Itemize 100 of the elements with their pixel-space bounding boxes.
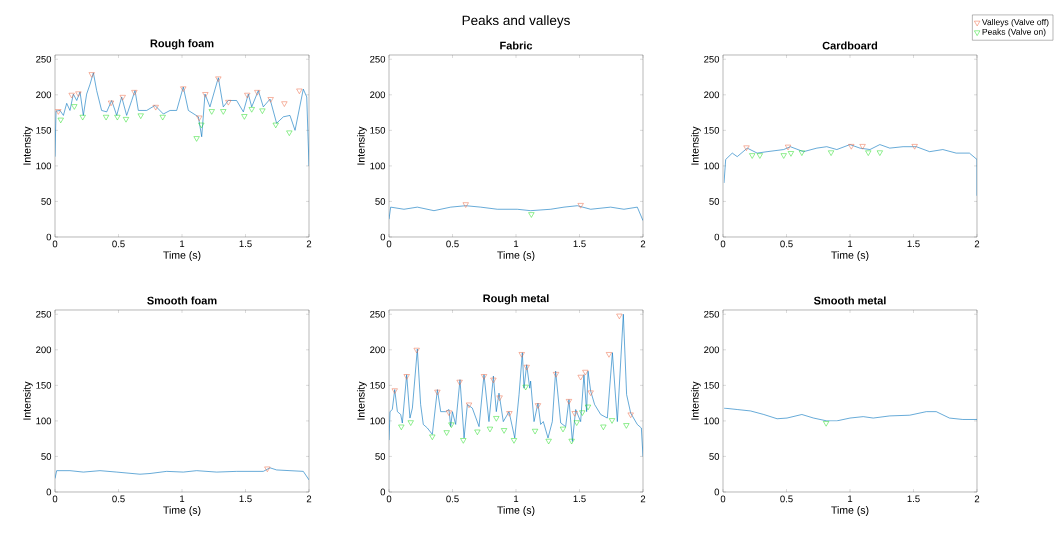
x-axis-title: Time (s) (497, 506, 535, 516)
point (465, 402, 473, 408)
point (577, 203, 584, 209)
point (259, 108, 266, 114)
point (522, 384, 529, 391)
point (296, 88, 303, 94)
point (587, 390, 594, 396)
point (456, 379, 463, 386)
x-tick-label: 0.5 (446, 240, 459, 248)
point (68, 92, 75, 99)
x-axis-title: Time (s) (163, 506, 201, 516)
y-tick-label: 150 (36, 126, 52, 134)
x-tick-label: 1 (514, 495, 519, 503)
chart-title: Smooth foam (147, 296, 217, 305)
point (780, 153, 787, 159)
y-axis-title: Intensity (22, 381, 33, 420)
point (787, 151, 794, 157)
point (225, 100, 232, 106)
x-tick-label: 0 (720, 495, 726, 503)
point (248, 107, 255, 113)
point (448, 422, 455, 428)
point (577, 374, 584, 381)
point (743, 145, 750, 151)
x-tick-label: 1.5 (573, 240, 586, 248)
text: Peaks and valleys (462, 15, 570, 28)
line-series (55, 72, 310, 167)
y-tick-label: 250 (704, 310, 720, 318)
point (103, 114, 110, 121)
point (413, 347, 420, 354)
x-tick-label: 1 (848, 240, 853, 248)
y-tick-label: 150 (370, 126, 386, 134)
point (616, 313, 623, 320)
x-tick-label: 0 (386, 240, 392, 248)
y-tick-label: 0 (714, 488, 720, 496)
point (460, 438, 467, 444)
point (749, 153, 756, 159)
point (193, 136, 200, 142)
point (55, 109, 62, 115)
x-tick-label: 0 (386, 495, 392, 503)
point (180, 86, 187, 92)
point (429, 434, 436, 440)
point (403, 374, 410, 380)
point (398, 424, 405, 431)
y-tick-label: 250 (36, 55, 52, 63)
y-tick-label: 100 (370, 417, 386, 425)
x-tick-label: 2 (306, 495, 312, 503)
x-tick-label: 2 (974, 240, 980, 248)
point (244, 92, 251, 99)
x-tick-label: 2 (306, 240, 312, 248)
point (88, 72, 95, 78)
point (532, 428, 539, 435)
point (241, 114, 248, 120)
y-tick-label: 100 (36, 417, 52, 425)
point (79, 114, 86, 121)
x-tick-label: 1.5 (907, 495, 920, 503)
y-tick-label: 100 (36, 162, 52, 170)
point (528, 212, 535, 218)
point (254, 90, 261, 96)
y-tick-label: 200 (704, 91, 720, 99)
line-series (389, 205, 643, 221)
point (208, 109, 215, 115)
y-tick-label: 250 (36, 310, 52, 318)
y-tick-label: 0 (46, 233, 52, 241)
point (582, 369, 589, 376)
point (474, 429, 481, 436)
point (545, 438, 552, 445)
x-tick-label: 2 (640, 240, 646, 248)
x-tick-label: 1 (180, 495, 185, 503)
y-tick-label: 50 (709, 453, 720, 460)
y-tick-label: 50 (375, 198, 386, 205)
y-tick-label: 0 (46, 488, 52, 496)
x-tick-label: 1.5 (239, 495, 252, 503)
y-tick-label: 200 (704, 346, 720, 354)
point (559, 426, 567, 433)
point (434, 389, 441, 396)
x-tick-label: 1 (848, 495, 853, 503)
x-tick-label: 0.5 (112, 240, 125, 248)
y-tick-label: 100 (370, 162, 386, 170)
point (220, 109, 227, 115)
point (407, 420, 414, 426)
point (391, 388, 398, 394)
x-tick-label: 0 (52, 495, 58, 503)
point (198, 122, 205, 129)
y-tick-label: 250 (370, 55, 386, 63)
y-axis-title: Intensity (356, 126, 367, 165)
point (568, 438, 575, 445)
point (281, 101, 288, 107)
y-tick-label: 250 (370, 310, 386, 318)
y-tick-label: 50 (375, 453, 386, 460)
point (114, 114, 121, 121)
y-tick-label: 200 (36, 346, 52, 354)
legend-label: Peaks (Valve on) (982, 28, 1046, 37)
x-tick-label: 2 (974, 495, 980, 503)
y-tick-label: 50 (41, 198, 52, 205)
point (57, 117, 64, 124)
point (462, 202, 469, 208)
point (445, 410, 452, 416)
line-series (55, 467, 310, 481)
point (579, 410, 586, 416)
x-tick-label: 0 (52, 240, 58, 248)
